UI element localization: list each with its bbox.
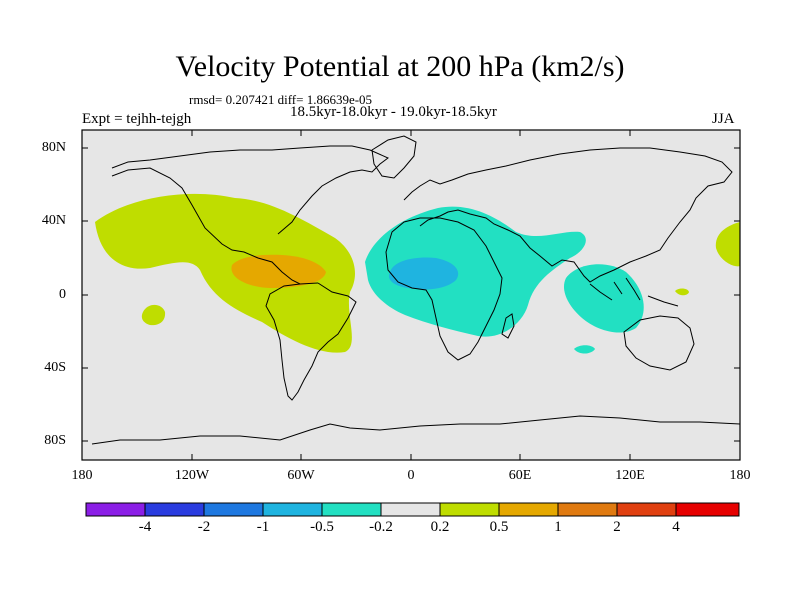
axis-ticks [82, 130, 740, 460]
season-label: JJA [712, 111, 735, 127]
colorbar-label: -0.2 [369, 519, 393, 535]
small-positive-dot [675, 288, 689, 296]
lat-tick-label: 0 [59, 287, 66, 302]
colorbar-swatch-4 [263, 503, 322, 516]
lat-tick-label: 80N [41, 140, 66, 155]
antarctica-coast [91, 415, 741, 445]
africa-coast [385, 217, 503, 361]
lon-tick-label: 180 [729, 468, 751, 483]
small-negative-patch [574, 345, 595, 354]
period-label: 18.5kyr-18.0kyr - 19.0kyr-18.5kyr [290, 104, 497, 120]
contour-fills [95, 193, 740, 354]
colorbar-swatch-8 [499, 503, 558, 516]
lon-tick-label: 120W [174, 468, 210, 483]
europe-asia-coast [403, 147, 733, 283]
lon-tick-label: 60W [287, 468, 315, 483]
colorbar-label: -1 [256, 519, 270, 535]
colorbar-swatch-1 [86, 503, 145, 516]
lon-tick-label: 60E [508, 468, 532, 483]
colorbar-label: -4 [138, 519, 152, 535]
south-america-coast [265, 282, 357, 401]
indonesia-coast [589, 277, 679, 307]
north-america-coast [111, 145, 389, 285]
lon-tick-label: 180 [71, 468, 93, 483]
colorbar-label: 1 [554, 519, 562, 535]
colorbar-swatch-6 [381, 503, 440, 516]
americas-positive-region [95, 193, 355, 353]
colorbar-label: 2 [613, 519, 621, 535]
stats-label: rmsd= 0.207421 diff= 1.86639e-05 [189, 92, 373, 107]
colorbar [85, 502, 740, 517]
colorbar-label: 0.2 [430, 519, 450, 535]
colorbar-label: -2 [197, 519, 211, 535]
colorbar-label: 4 [672, 519, 680, 535]
australia-coast [623, 315, 695, 371]
lat-tick-label: 80S [44, 433, 66, 448]
colorbar-swatch-7 [440, 503, 499, 516]
colorbar-swatch-3 [204, 503, 263, 516]
colorbar-swatch-9 [558, 503, 617, 516]
lat-tick-label: 40N [41, 213, 66, 228]
west-africa-negative-region [388, 257, 459, 290]
east-pacific-positive-region [715, 222, 740, 267]
colorbar-label: 0.5 [489, 519, 509, 535]
colorbar-swatch-5 [322, 503, 381, 516]
caribbean-positive-region [231, 254, 326, 288]
chart-title: Velocity Potential at 200 hPa (km2/s) [175, 50, 625, 83]
colorbar-swatch-2 [145, 503, 204, 516]
colorbar-swatch-10 [617, 503, 676, 516]
lat-tick-label: 40S [44, 360, 66, 375]
colorbar-label: -0.5 [310, 519, 334, 535]
experiment-label: Expt = tejhh-tejgh [82, 111, 192, 127]
coastlines [91, 135, 741, 445]
greenland-coast [371, 135, 417, 179]
madagascar-coast [501, 313, 515, 339]
maritime-negative-region [563, 264, 644, 333]
lon-tick-label: 120E [615, 468, 645, 483]
colorbar-swatch-11 [676, 503, 739, 516]
africa-negative-region [365, 206, 586, 337]
pacific-west-positive-region [141, 304, 166, 326]
lon-tick-label: 0 [407, 468, 415, 483]
